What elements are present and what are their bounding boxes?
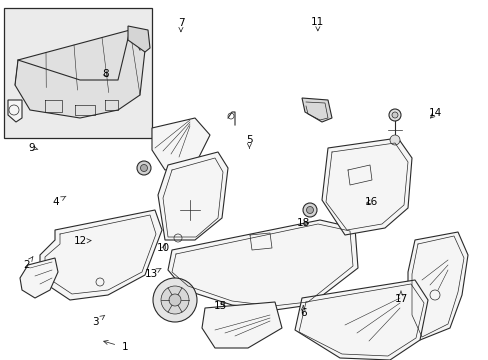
- Circle shape: [391, 112, 397, 118]
- Circle shape: [161, 286, 189, 314]
- Text: 10: 10: [157, 243, 170, 253]
- Text: 18: 18: [296, 218, 309, 228]
- Text: 8: 8: [102, 69, 108, 79]
- Polygon shape: [8, 100, 22, 122]
- Text: 2: 2: [23, 257, 33, 270]
- Text: 4: 4: [53, 196, 66, 207]
- Bar: [4, 8, 152, 138]
- Polygon shape: [158, 152, 227, 240]
- Text: 17: 17: [393, 291, 407, 304]
- Circle shape: [169, 294, 181, 306]
- Polygon shape: [20, 258, 58, 298]
- Polygon shape: [152, 118, 209, 170]
- Text: 3: 3: [92, 315, 104, 327]
- Circle shape: [137, 161, 151, 175]
- Text: 14: 14: [427, 108, 441, 118]
- Circle shape: [140, 165, 147, 171]
- Polygon shape: [128, 26, 150, 52]
- Polygon shape: [168, 220, 357, 310]
- Circle shape: [389, 135, 399, 145]
- Polygon shape: [15, 30, 145, 118]
- Text: 15: 15: [213, 301, 226, 311]
- Polygon shape: [202, 302, 282, 348]
- Polygon shape: [40, 210, 162, 300]
- Circle shape: [306, 207, 313, 213]
- Circle shape: [303, 203, 316, 217]
- Text: 13: 13: [144, 269, 161, 279]
- Text: 16: 16: [364, 197, 378, 207]
- Polygon shape: [321, 138, 411, 235]
- Text: 11: 11: [310, 17, 324, 31]
- Polygon shape: [294, 280, 427, 360]
- Text: 5: 5: [245, 135, 252, 148]
- Text: 7: 7: [177, 18, 184, 32]
- Text: 1: 1: [103, 341, 128, 352]
- Text: 9: 9: [28, 143, 38, 153]
- Circle shape: [388, 109, 400, 121]
- Text: 6: 6: [299, 305, 306, 318]
- Polygon shape: [407, 232, 467, 340]
- Text: 12: 12: [74, 236, 91, 246]
- Polygon shape: [302, 98, 331, 122]
- Circle shape: [153, 278, 197, 322]
